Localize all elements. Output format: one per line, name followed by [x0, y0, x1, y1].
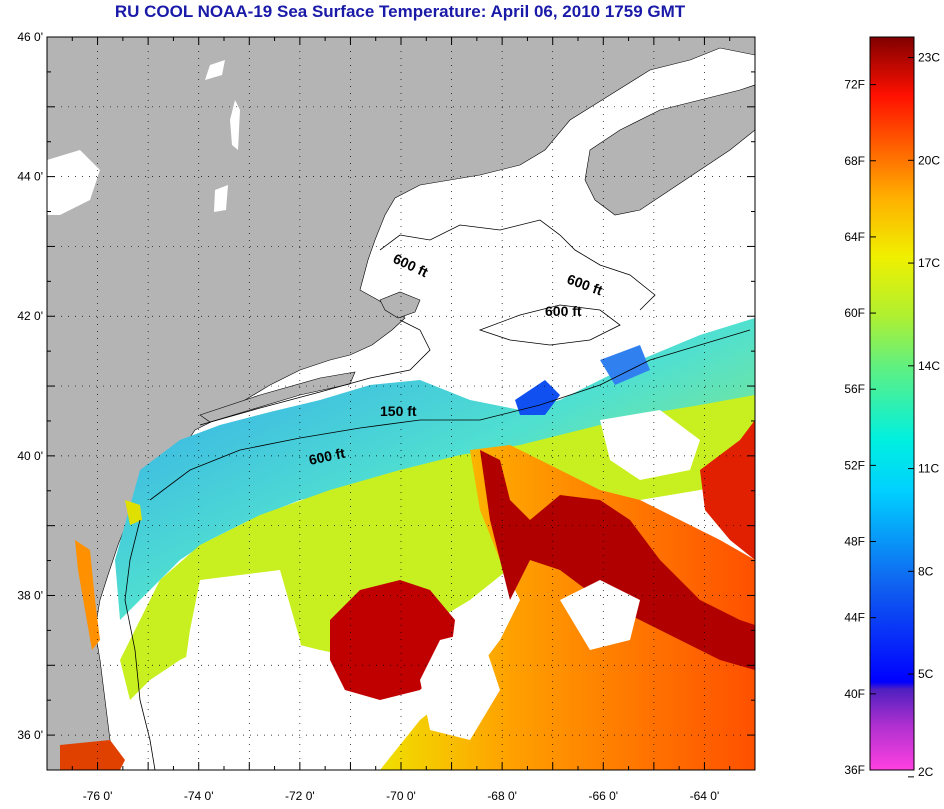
colorbar-c-label: 23C	[918, 51, 940, 65]
lat-label: 36 0'	[17, 728, 43, 742]
colorbar-f-label: 64F	[844, 230, 865, 244]
colorbar-f-label: 56F	[844, 382, 865, 396]
land-nova-scotia	[584, 84, 755, 216]
lon-label: -74 0'	[184, 789, 214, 803]
lon-label: -66 0'	[588, 789, 618, 803]
cloud-patch	[600, 410, 700, 480]
colorbar-fahrenheit-labels: 72F 68F 64F 60F 56F 52F 48F 44F 40F 36F	[844, 78, 876, 777]
isobath-shelf-edge	[124, 519, 156, 770]
lake-patch	[205, 60, 225, 80]
lat-label: 40 0'	[17, 449, 43, 463]
lake-patch	[214, 185, 228, 212]
lon-label: -76 0'	[83, 789, 113, 803]
lon-label: -72 0'	[285, 789, 315, 803]
contour-label: 600 ft	[545, 303, 582, 319]
colorbar-c-label: 11C	[918, 462, 939, 476]
isobath-600ft-shelf	[149, 329, 751, 501]
lake-champlain	[230, 100, 240, 150]
lat-label: 46 0'	[17, 30, 43, 44]
colorbar-f-label: 48F	[844, 535, 865, 549]
cloud-patch	[560, 580, 640, 650]
lat-label: 44 0'	[17, 170, 43, 184]
colorbar-f-label: 68F	[844, 154, 865, 168]
sst-cold-patch	[600, 345, 650, 385]
colorbar-c-label: 5C	[918, 667, 934, 681]
colorbar-scale	[869, 36, 915, 771]
colorbar-c-label: 17C	[918, 256, 940, 270]
colorbar-f-label: 52F	[844, 458, 865, 472]
land-north-america	[47, 37, 755, 770]
sst-pamlico	[60, 740, 125, 770]
colorbar-c-label: 8C	[918, 564, 934, 578]
lon-label: -68 0'	[487, 789, 517, 803]
lake-patch	[47, 150, 100, 215]
cloud-patch	[180, 570, 310, 770]
isobath-600ft-georges	[478, 304, 621, 346]
sst-delaware-bay	[125, 500, 142, 525]
lon-label: -64 0'	[690, 789, 720, 803]
colorbar-c-label: 2C	[918, 765, 934, 779]
lon-label: -70 0'	[386, 789, 416, 803]
map-title: RU COOL NOAA-19 Sea Surface Temperature:…	[114, 2, 686, 21]
colorbar-f-label: 72F	[844, 78, 865, 92]
isobath-600ft-gulf-maine	[379, 219, 656, 311]
colorbar-f-label: 36F	[844, 763, 865, 777]
colorbar-f-label: 44F	[844, 611, 865, 625]
sst-warm-core-ring	[330, 580, 455, 700]
sst-offshore-warm	[700, 420, 755, 560]
colorbar-celsius-labels: 23C 20C 17C 14C 11C 8C 5C 2C	[908, 51, 940, 779]
lat-label: 42 0'	[17, 309, 43, 323]
sst-cold-patch	[515, 380, 560, 415]
land-cape-cod	[379, 291, 421, 319]
sst-gulf-stream-core	[480, 450, 755, 670]
cloud-patch	[420, 630, 500, 740]
colorbar-c-label: 20C	[918, 153, 940, 167]
map-grid	[46, 36, 755, 771]
map-axis-labels: 46 0' 44 0' 42 0' 40 0' 38 0' 36 0' -76 0' -74 …	[17, 30, 719, 803]
sst-chesapeake	[75, 540, 100, 650]
lat-label: 38 0'	[17, 588, 43, 602]
colorbar-f-label: 60F	[844, 306, 865, 320]
contour-label: 600 ft	[307, 445, 346, 468]
colorbar-c-label: 14C	[918, 359, 940, 373]
isobath-150ft	[199, 319, 431, 426]
colorbar-f-label: 40F	[844, 687, 865, 701]
map-plot-area	[47, 37, 755, 770]
contour-label: 150 ft	[380, 403, 417, 419]
